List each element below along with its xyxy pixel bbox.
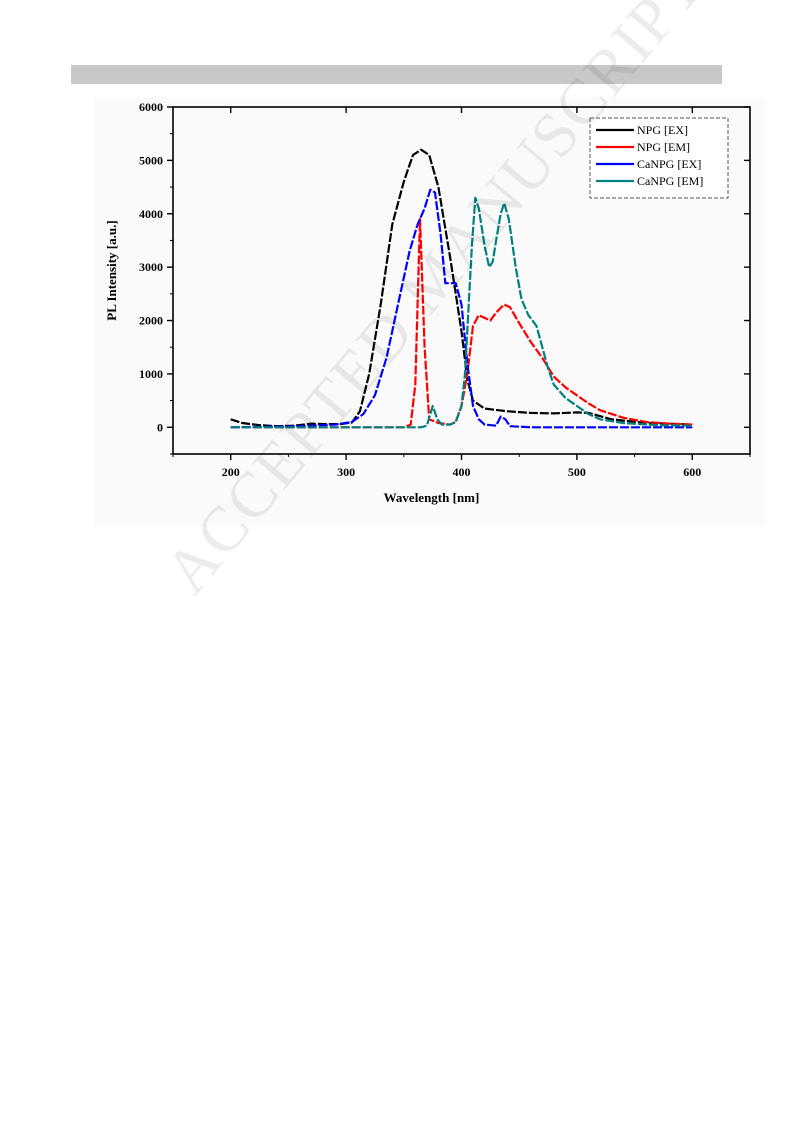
x-tick-label: 200 [222, 465, 240, 479]
y-tick-label: 1000 [139, 367, 163, 381]
x-tick-label: 600 [683, 465, 701, 479]
y-tick-label: 0 [157, 420, 163, 434]
legend-label-3: CaNPG [EX] [637, 157, 701, 171]
header-bar [71, 65, 722, 84]
legend-label-2: NPG [EM] [637, 140, 690, 154]
series-line-2 [230, 218, 693, 429]
y-axis-label: PL Intensity [a.u.] [104, 220, 119, 320]
y-tick-label: 2000 [139, 314, 163, 328]
y-tick-label: 3000 [139, 260, 163, 274]
x-axis-label: Wavelength [nm] [384, 490, 480, 505]
x-tick-label: 300 [337, 465, 355, 479]
legend-label-4: CaNPG [EM] [637, 174, 703, 188]
series-line-1 [230, 148, 693, 428]
series-line-4 [230, 196, 693, 429]
y-tick-label: 4000 [139, 207, 163, 221]
x-tick-label: 400 [453, 465, 471, 479]
pl-spectrum-chart: 200 300 400 500 6000100020003000400050006000… [104, 100, 751, 505]
legend-label-1: NPG [EX] [637, 123, 688, 137]
series-line-3 [230, 188, 693, 429]
y-tick-label: 6000 [139, 100, 163, 114]
legend-box [589, 117, 729, 199]
x-tick-label: 500 [568, 465, 586, 479]
figure-panel: 200 300 400 500 600 0 1000 2000 3000 4000 5000 6000… [94, 97, 764, 527]
y-tick-label: 5000 [139, 153, 163, 167]
